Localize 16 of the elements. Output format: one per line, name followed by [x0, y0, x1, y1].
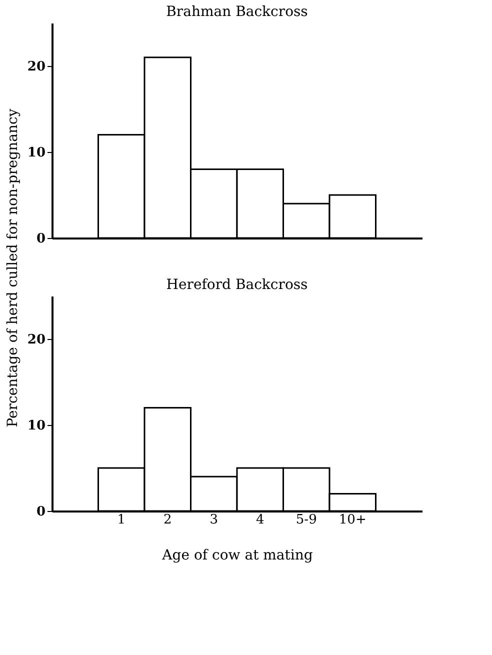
y-tick-label: 0 — [36, 504, 46, 520]
x-tick-label: 3 — [210, 512, 218, 528]
y-tick-label: 0 — [36, 232, 46, 246]
chart-title: Brahman Backcross — [166, 4, 308, 20]
y-tick-label: 20 — [27, 332, 46, 348]
x-tick-label: 2 — [163, 512, 172, 528]
y-tick-label: 10 — [27, 418, 46, 434]
y-tick-label: 20 — [27, 60, 46, 74]
y-tick-label: 10 — [27, 146, 46, 160]
x-tick-label: 5-9 — [296, 512, 317, 528]
x-tick-label: 4 — [256, 512, 264, 528]
x-tick-label: 1 — [117, 512, 126, 528]
chart-title: Hereford Backcross — [166, 277, 308, 293]
x-axis-title: Age of cow at mating — [161, 548, 313, 564]
y-axis-title: Percentage of herd culled for non-pregnancy — [5, 108, 21, 428]
x-tick-label: 10+ — [338, 512, 366, 528]
